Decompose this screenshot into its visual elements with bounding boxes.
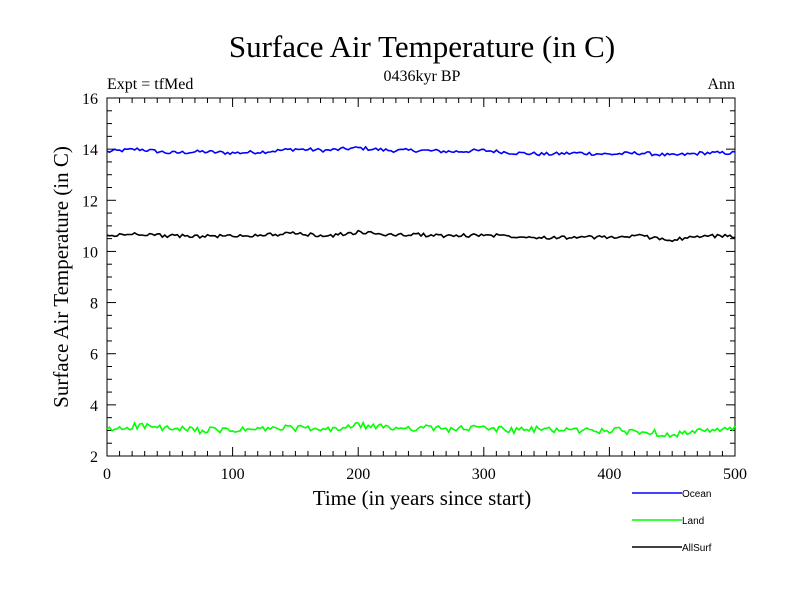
chart-subtitle: 0436kyr BP [384, 68, 461, 85]
x-axis-label: Time (in years since start) [313, 486, 532, 510]
chart-title: Surface Air Temperature (in C) [229, 29, 615, 64]
legend-label: AllSurf [682, 543, 712, 554]
axis-ticks: 0 100 200 300 400 500 2 4 6 8 10 12 14 16 [82, 91, 747, 483]
legend-label: Ocean [682, 489, 711, 500]
x-tick-label: 200 [346, 466, 370, 483]
y-tick-label: 6 [90, 347, 98, 364]
series-layer [106, 145, 736, 439]
series-line-allsurf [106, 229, 736, 243]
y-tick-label: 12 [82, 193, 98, 210]
x-tick-label: 300 [472, 466, 496, 483]
y-tick-label: 16 [82, 91, 98, 108]
series-line-land [106, 420, 736, 439]
y-tick-label: 2 [90, 449, 98, 466]
y-tick-label: 10 [82, 244, 98, 261]
y-axis-label: Surface Air Temperature (in C) [49, 146, 73, 408]
experiment-label: Expt = tfMed [107, 76, 193, 93]
x-tick-label: 0 [103, 466, 111, 483]
season-label: Ann [707, 76, 735, 93]
x-tick-label: 500 [723, 466, 747, 483]
y-tick-label: 14 [82, 142, 98, 159]
y-tick-label: 8 [90, 296, 98, 313]
legend-label: Land [682, 516, 704, 527]
legend: Ocean Land AllSurf [632, 489, 712, 554]
x-tick-label: 400 [597, 466, 621, 483]
x-tick-label: 100 [221, 466, 245, 483]
series-line-ocean [106, 145, 736, 157]
y-tick-label: 4 [90, 398, 98, 415]
